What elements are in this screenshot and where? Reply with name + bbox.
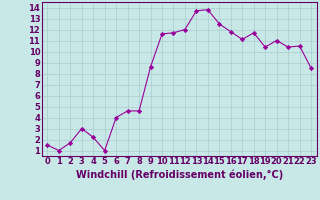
X-axis label: Windchill (Refroidissement éolien,°C): Windchill (Refroidissement éolien,°C) <box>76 169 283 180</box>
